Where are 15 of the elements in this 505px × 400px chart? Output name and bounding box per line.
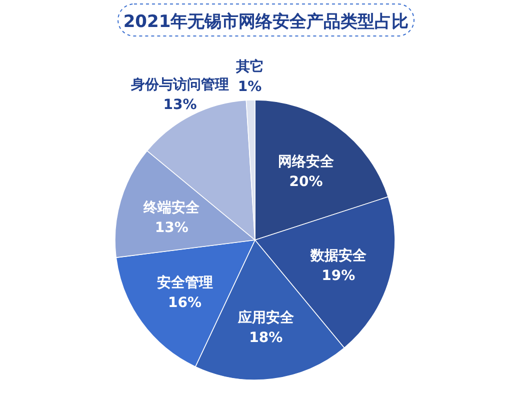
slice-label: 终端安全 <box>142 198 201 216</box>
chart-title: 2021年无锡市网络安全产品类型占比 <box>123 12 409 32</box>
data-label: 13% <box>154 220 188 236</box>
slice-label: 应用安全 <box>236 309 295 326</box>
slice-label: 网络安全 <box>278 152 336 170</box>
data-label: 13% <box>163 96 197 113</box>
data-label: 1% <box>238 78 262 95</box>
slice-label: 身份与访问管理 <box>130 76 229 93</box>
data-label: 18% <box>249 330 283 346</box>
data-label: 19% <box>322 268 356 284</box>
slice-label: 数据安全 <box>309 247 368 264</box>
data-label: 20% <box>289 174 323 190</box>
slice-label: 其它 <box>234 58 264 75</box>
slice-label: 安全管理 <box>156 274 213 292</box>
data-label: 16% <box>168 295 202 312</box>
